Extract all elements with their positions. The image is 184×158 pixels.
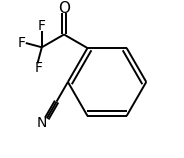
Text: F: F	[18, 36, 26, 50]
Text: O: O	[58, 1, 70, 16]
Text: F: F	[34, 61, 42, 75]
Text: F: F	[38, 19, 46, 33]
Text: N: N	[37, 116, 47, 130]
